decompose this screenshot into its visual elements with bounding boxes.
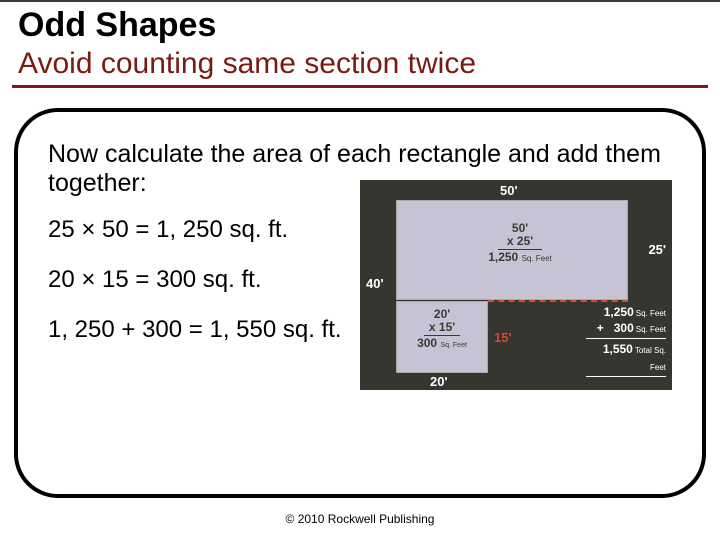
- tot-a-val: 1,250: [604, 305, 634, 319]
- calc-bot-val: 300: [417, 336, 437, 350]
- tot-rule-2: [586, 376, 666, 377]
- calc-bot-r: 300 Sq. Feet: [410, 337, 474, 350]
- calc-box-bottom: 20' x 15' 300 Sq. Feet: [410, 308, 474, 351]
- dim-top: 50': [500, 183, 518, 198]
- dashed-divider: [488, 300, 628, 302]
- tot-r: 1,550Total Sq. Feet: [586, 341, 666, 373]
- copyright-footer: © 2010 Rockwell Publishing: [0, 512, 720, 526]
- tot-a: 1,250Sq. Feet: [586, 304, 666, 320]
- tot-rule-1: [586, 338, 666, 339]
- calc-top-r: 1,250 Sq. Feet: [480, 251, 560, 264]
- tot-b: + 300Sq. Feet: [586, 320, 666, 336]
- slide-title: Odd Shapes: [0, 2, 720, 45]
- dim-mid: 15': [494, 330, 512, 345]
- subtitle-band: Avoid counting same section twice: [12, 45, 708, 88]
- slide-subtitle: Avoid counting same section twice: [12, 45, 708, 85]
- calc-top-unit: Sq. Feet: [522, 254, 552, 263]
- totals-box: 1,250Sq. Feet + 300Sq. Feet 1,550Total S…: [586, 304, 666, 379]
- header-band: Odd Shapes: [0, 0, 720, 45]
- tot-r-val: 1,550: [603, 342, 633, 356]
- calc-bot-b: x 15': [410, 321, 474, 334]
- calc-top-val: 1,250: [488, 250, 518, 264]
- dim-left: 40': [366, 276, 384, 291]
- calc-bot-unit: Sq. Feet: [440, 342, 466, 349]
- dim-bottom: 20': [430, 374, 448, 389]
- plus-icon: +: [597, 321, 604, 335]
- tot-r-unit: Total Sq. Feet: [635, 346, 666, 371]
- content-frame: Now calculate the area of each rectangle…: [14, 108, 706, 498]
- tot-b-unit: Sq. Feet: [636, 325, 666, 334]
- dim-right: 25': [648, 242, 666, 257]
- calc-top-b: x 25': [480, 235, 560, 248]
- tot-b-val: 300: [614, 321, 634, 335]
- calc-box-top: 50' x 25' 1,250 Sq. Feet: [480, 222, 560, 265]
- area-diagram: 50' 25' 40' 15' 20' 50' x 25' 1,250 Sq. …: [360, 180, 672, 390]
- tot-a-unit: Sq. Feet: [636, 309, 666, 318]
